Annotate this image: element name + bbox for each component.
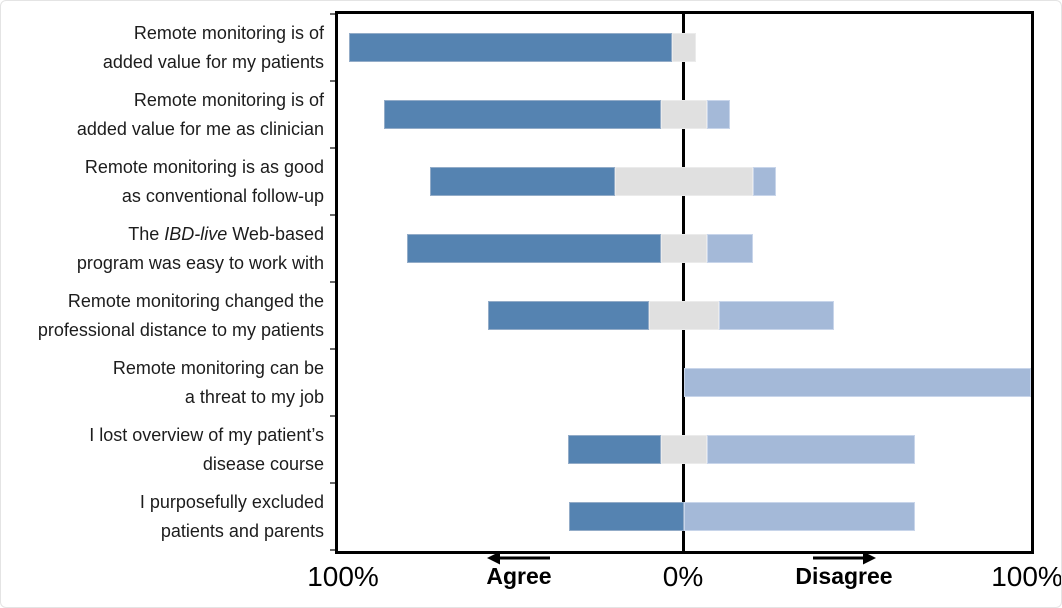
segment-disagree [684, 368, 1031, 397]
category-label-line: Remote monitoring is of [133, 89, 324, 110]
category-label: I purposefully excluded patients and pare… [140, 488, 324, 546]
likert-bar [568, 502, 916, 531]
category-label: Remote monitoring changed the professiona… [38, 287, 324, 345]
likert-bar [383, 100, 731, 129]
category-label-line: added value for me as clinician [76, 118, 324, 139]
y-axis-tick [330, 214, 338, 216]
category-label: I lost overview of my patient’s disease c… [89, 421, 324, 479]
segment-neutral [660, 234, 708, 263]
segment-agree [349, 33, 673, 62]
likert-bar [684, 368, 1031, 397]
y-axis-tick [330, 147, 338, 149]
agree-direction-group: Agree [444, 550, 594, 590]
segment-disagree [707, 234, 754, 263]
segment-disagree [718, 301, 835, 330]
segment-disagree [683, 502, 916, 531]
likert-bar [568, 435, 915, 464]
segment-agree [568, 435, 661, 464]
x-axis-label-zero: 0% [662, 561, 704, 592]
y-axis-tick [330, 482, 338, 484]
category-label: The IBD-live Web-based program was easy t… [77, 220, 324, 278]
category-label-line: patients and parents [160, 520, 324, 541]
y-axis-tick [330, 281, 338, 283]
x-axis-label-left-100: 100% [307, 561, 379, 592]
likert-bar [406, 234, 754, 263]
category-label-line: a threat to my job [184, 386, 324, 407]
segment-disagree [753, 167, 777, 196]
disagree-label: Disagree [795, 563, 893, 589]
category-label-line: as conventional follow-up [121, 185, 324, 206]
category-label: Remote monitoring is of added value for m… [77, 86, 324, 144]
y-axis-tick [330, 13, 338, 15]
category-label: Remote monitoring is as good as conventio… [85, 153, 324, 211]
category-label-line: Remote monitoring changed the [67, 290, 324, 311]
segment-neutral [649, 301, 719, 330]
segment-agree [487, 301, 650, 330]
segment-agree [568, 502, 684, 531]
segment-agree [383, 100, 661, 129]
segment-neutral [614, 167, 754, 196]
category-label-line: Remote monitoring can be [112, 357, 324, 378]
y-axis-tick [330, 348, 338, 350]
segment-agree [406, 234, 661, 263]
disagree-direction-group: Disagree [769, 550, 919, 590]
y-axis-tick [330, 549, 338, 551]
y-axis-tick [330, 80, 338, 82]
segment-neutral [672, 33, 696, 62]
segment-disagree [707, 435, 915, 464]
segment-neutral [660, 100, 708, 129]
left-arrow-icon [487, 551, 550, 565]
category-label-line: disease course [202, 453, 324, 474]
category-label: Remote monitoring is of added value for m… [103, 19, 324, 77]
y-axis-tick [330, 415, 338, 417]
segment-disagree [707, 100, 731, 129]
category-label-line: I purposefully excluded [139, 491, 324, 512]
category-label-line: Remote monitoring is as good [84, 156, 324, 177]
likert-bar [487, 301, 835, 330]
category-label-line: Remote monitoring is of [133, 22, 324, 43]
right-arrow-icon [813, 551, 876, 565]
likert-bar [349, 33, 696, 62]
segment-agree [430, 167, 615, 196]
category-label-line: The IBD-live Web-based [128, 223, 324, 244]
segment-neutral [660, 435, 708, 464]
x-axis-label-right-100: 100% [991, 561, 1062, 592]
likert-bar [430, 167, 777, 196]
category-label-line: program was easy to work with [76, 252, 324, 273]
category-label-line: I lost overview of my patient’s [89, 424, 324, 445]
category-label: Remote monitoring can be a threat to my j… [113, 354, 324, 412]
agree-label: Agree [486, 563, 552, 589]
category-label-line: added value for my patients [102, 51, 324, 72]
zero-axis-line [682, 14, 685, 551]
category-label-line: professional distance to my patients [37, 319, 324, 340]
